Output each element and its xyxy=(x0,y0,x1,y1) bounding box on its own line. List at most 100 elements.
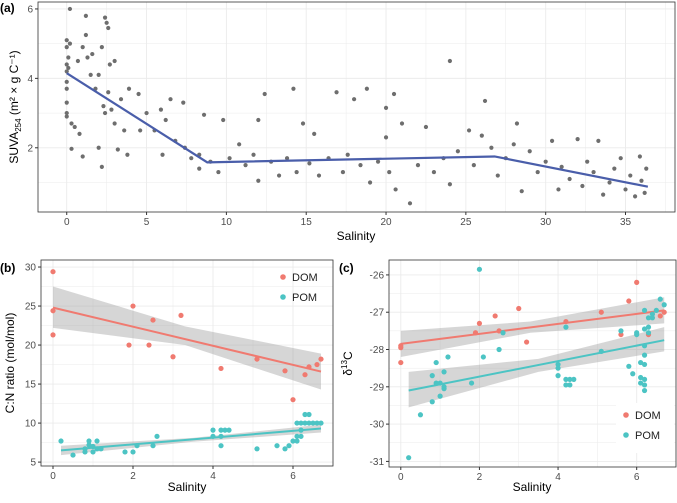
data-point xyxy=(106,25,111,31)
plot-background xyxy=(38,2,675,212)
data-point xyxy=(367,180,373,185)
data-point xyxy=(601,192,606,197)
panel-b: 0 2 4 6 5 10 15 20 25 30 DOM POM (b) Salinity C:N rati… xyxy=(0,259,334,494)
panel-c: 0 2 4 6 -31 -30 -29 -28 -27 -26 DOM POM (c) Salinity δ… xyxy=(339,259,677,494)
data-point-pom xyxy=(645,315,652,321)
data-point-pom xyxy=(294,433,300,439)
data-point xyxy=(64,86,69,91)
x-axis-title: Salinity xyxy=(337,229,376,243)
data-point xyxy=(399,121,405,126)
y-axis-title: C:N ratio (mol/mol) xyxy=(3,313,17,414)
data-point xyxy=(618,156,623,161)
data-point xyxy=(431,169,437,175)
y-tick-label: 30 xyxy=(25,263,37,274)
data-point xyxy=(64,62,69,67)
data-point xyxy=(136,91,141,97)
x-tick-label: 0 xyxy=(64,217,70,228)
x-tick-label: 0 xyxy=(50,471,56,482)
panel-label: (b) xyxy=(0,261,15,275)
data-point xyxy=(243,163,248,168)
data-point xyxy=(90,51,95,57)
data-point xyxy=(64,100,69,105)
data-point xyxy=(115,147,120,152)
data-point-pom xyxy=(406,455,412,461)
data-point-pom xyxy=(468,380,475,386)
data-point-pom xyxy=(254,446,260,452)
data-point-pom xyxy=(661,302,667,308)
x-tick-label: 25 xyxy=(460,217,472,228)
data-point xyxy=(96,72,101,77)
data-point xyxy=(415,163,421,168)
y-tick-label: 6 xyxy=(27,4,33,15)
data-point xyxy=(69,121,74,126)
data-point-pom xyxy=(314,420,320,426)
data-point xyxy=(262,91,267,97)
data-point xyxy=(221,117,226,123)
data-point-pom xyxy=(563,382,569,388)
data-point-pom xyxy=(437,393,443,399)
data-point-pom xyxy=(618,328,624,334)
y-tick-label: 5 xyxy=(30,458,36,469)
data-point xyxy=(72,124,77,130)
data-point-dom xyxy=(178,312,184,319)
data-point-dom xyxy=(618,331,624,338)
data-point xyxy=(64,45,69,50)
y-tick-label: -28 xyxy=(370,345,385,356)
data-point-dom xyxy=(254,356,260,362)
data-point xyxy=(138,128,143,133)
data-point xyxy=(300,121,306,126)
data-point-pom xyxy=(555,361,561,368)
x-tick-label: 10 xyxy=(221,217,233,228)
x-tick-label: 2 xyxy=(130,471,136,482)
data-point-pom xyxy=(306,420,312,426)
data-point xyxy=(632,194,638,199)
data-point-pom xyxy=(645,324,652,330)
y-axis-title: SUVA254 (m² × g C⁻¹) xyxy=(7,50,23,163)
data-point-pom xyxy=(480,354,486,360)
data-point-pom xyxy=(58,438,64,444)
data-point-pom xyxy=(445,354,451,360)
data-point-pom xyxy=(86,442,92,448)
data-point xyxy=(642,190,647,196)
data-point xyxy=(316,173,322,178)
data-point-dom xyxy=(170,354,176,360)
data-point xyxy=(334,90,339,95)
plot-border xyxy=(388,259,677,468)
data-point xyxy=(393,187,398,192)
data-point xyxy=(237,142,242,147)
data-point-pom xyxy=(70,452,76,458)
data-point xyxy=(535,169,540,175)
legend-key-dom xyxy=(280,274,286,280)
data-point-dom xyxy=(282,368,288,374)
data-point-pom xyxy=(441,386,447,392)
y-axis-title-superscript: 13 xyxy=(340,359,349,368)
data-point xyxy=(64,110,69,116)
fit-line-dom xyxy=(52,306,322,373)
x-tick-label: 20 xyxy=(380,217,392,228)
legend-background xyxy=(616,403,674,453)
data-point xyxy=(352,97,357,102)
data-point xyxy=(168,97,173,102)
data-point-pom xyxy=(294,420,300,426)
data-point-pom xyxy=(290,438,296,444)
data-point xyxy=(312,131,317,137)
data-point xyxy=(519,189,524,194)
data-point-dom xyxy=(476,320,483,327)
y-axis-title-main: δ xyxy=(341,369,355,376)
data-point xyxy=(64,79,69,84)
data-point xyxy=(466,128,472,133)
data-point xyxy=(489,145,494,150)
panel-label: (c) xyxy=(339,261,354,275)
data-point xyxy=(387,169,392,175)
data-point-dom xyxy=(398,345,404,351)
data-point-pom xyxy=(86,438,92,444)
data-point-pom xyxy=(310,420,316,426)
data-point-pom xyxy=(417,412,424,418)
data-point xyxy=(67,41,73,46)
x-tick-label: 4 xyxy=(210,471,216,482)
y-tick-label: 20 xyxy=(25,341,37,352)
data-point-pom xyxy=(649,311,656,317)
data-point xyxy=(407,201,413,206)
data-point-pom xyxy=(500,330,506,336)
data-point-pom xyxy=(563,376,569,382)
